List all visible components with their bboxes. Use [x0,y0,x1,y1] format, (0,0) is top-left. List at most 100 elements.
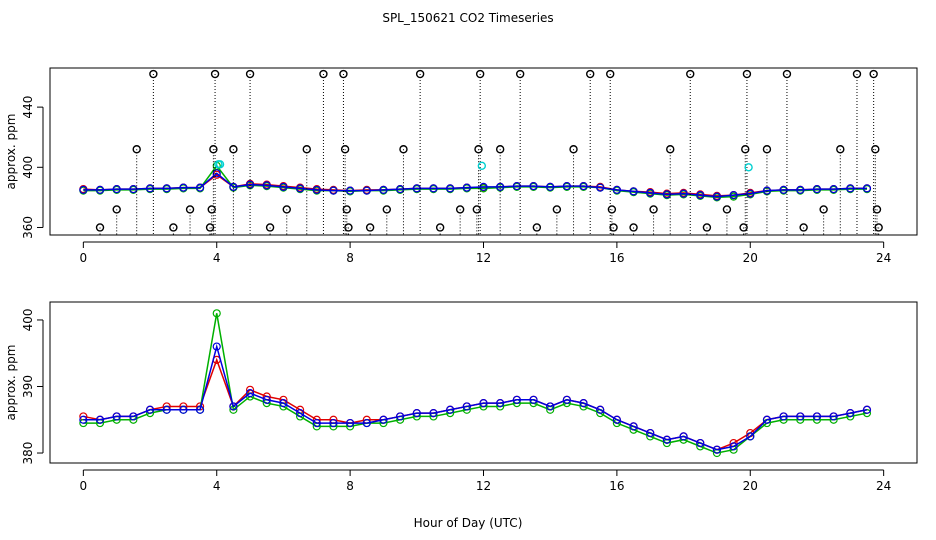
data-point [195,183,205,192]
data-point [329,418,338,428]
data-point [871,145,880,154]
data-point [479,182,488,191]
y-tick-label: 440 [21,96,35,119]
data-point [279,399,288,408]
data-point [262,395,271,404]
x-tick-label: 24 [876,479,891,493]
data-point [446,184,455,193]
data-point [446,405,455,414]
data-point [579,399,588,408]
data-point [179,183,188,192]
data-point [629,187,638,196]
data-point [229,182,238,191]
data-point [265,223,275,232]
data-point [862,409,872,418]
data-point [862,405,872,414]
data-point [562,182,571,191]
data-point [779,185,788,194]
data-point [612,415,621,424]
y-tick-label: 380 [21,442,35,465]
series-line [83,313,868,454]
x-tick-label: 16 [609,251,624,265]
x-tick-label: 12 [476,251,491,265]
data-point [666,145,675,154]
data-point [477,161,487,170]
data-point [741,145,750,154]
data-point [362,186,371,195]
data-point [829,185,838,194]
plot-frame [49,67,918,236]
x-tick-label: 16 [609,479,624,493]
data-point [552,205,562,214]
data-point [812,412,822,421]
data-point [79,185,88,194]
data-point [302,145,311,154]
x-tick-label: 20 [743,479,758,493]
data-point [132,145,141,154]
data-point [295,184,305,193]
data-point [646,428,655,438]
data-point [112,412,121,421]
data-point [346,186,355,195]
data-point [462,183,471,192]
data-point [382,205,391,214]
data-point [496,399,505,408]
data-point [819,205,828,214]
data-point [95,185,105,194]
data-point [782,69,792,79]
data-point [596,183,605,192]
data-point [95,223,105,232]
x-tick-label: 24 [876,251,891,265]
data-point [722,205,732,214]
data-point [846,409,855,418]
x-tick-label: 0 [80,479,88,493]
data-point [415,69,425,79]
data-point [862,184,872,193]
data-point [112,185,121,194]
data-point [779,412,788,421]
data-point [762,186,772,195]
data-point [339,69,348,79]
data-point [229,402,238,411]
data-point [79,415,88,424]
data-point [609,223,618,232]
data-point [412,409,421,418]
data-point [129,412,138,421]
data-point [245,389,255,398]
data-point [162,405,171,414]
data-point [212,309,221,318]
y-tick-label: 390 [21,375,35,398]
data-point [319,69,328,79]
data-point [742,69,752,79]
data-point [162,184,171,193]
data-point [295,409,305,418]
data-point [744,163,753,172]
data-point [746,432,755,441]
data-point [532,223,542,232]
x-tick-label: 8 [346,251,354,265]
data-point [662,435,672,444]
data-point [245,69,255,79]
data-point [340,145,350,154]
data-point [210,69,220,79]
data-point [799,223,808,232]
data-point [762,415,772,424]
data-point [342,205,351,214]
x-tick-label: 0 [80,251,88,265]
data-point [562,395,571,404]
data-point [435,223,445,232]
data-point [362,418,371,428]
data-point [399,145,408,154]
y-axis-label: approx. ppm [4,345,18,421]
data-point [379,415,388,424]
data-point [874,223,883,232]
data-point [512,182,521,191]
data-point [836,145,845,154]
x-tick-label: 8 [346,479,354,493]
data-point [712,192,722,201]
data-point [379,185,388,194]
data-point [796,412,805,421]
x-tick-label: 12 [476,479,491,493]
chart-title: SPL_150621 CO2 Timeseries [382,11,553,25]
